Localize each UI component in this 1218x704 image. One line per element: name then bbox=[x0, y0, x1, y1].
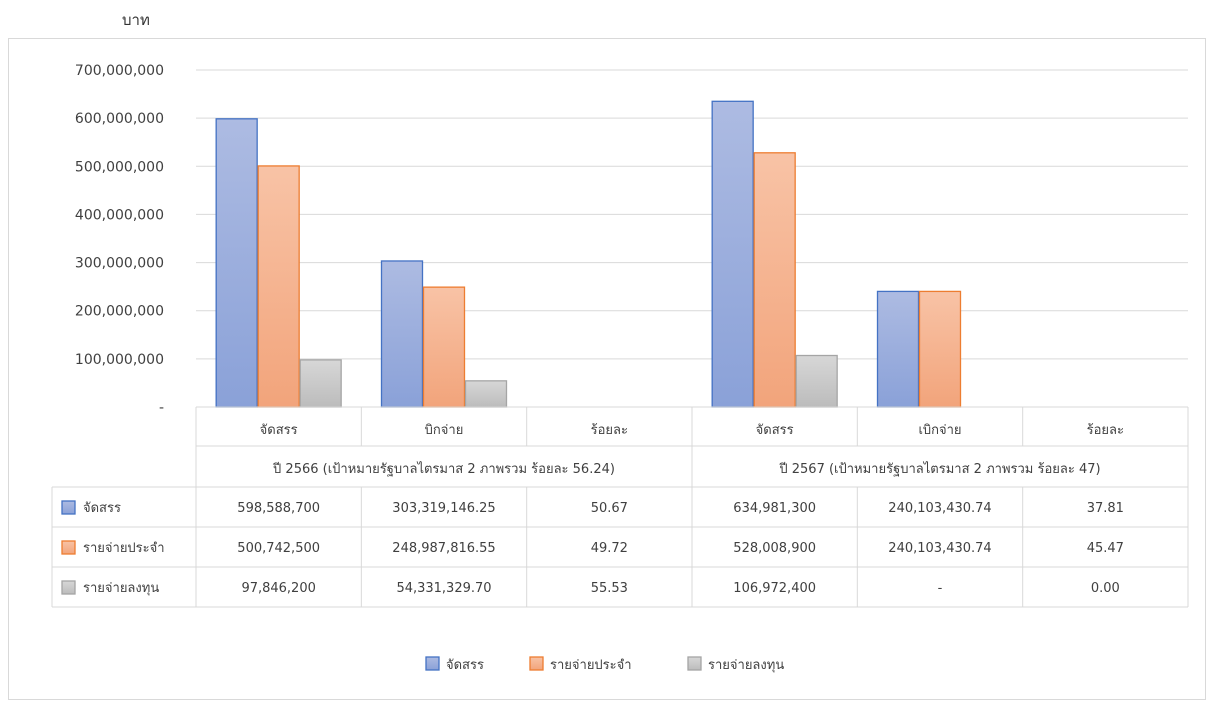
data-value-label: 303,319,146.25 bbox=[392, 501, 495, 516]
x-category-label: ร้อยละ bbox=[1087, 423, 1124, 438]
data-value-label: 54,331,329.70 bbox=[396, 581, 491, 596]
data-value-label: 55.53 bbox=[591, 581, 628, 596]
bar bbox=[876, 290, 920, 408]
bar bbox=[422, 286, 466, 408]
data-value-label: 634,981,300 bbox=[733, 501, 816, 516]
data-value-label: 500,742,500 bbox=[237, 541, 320, 556]
y-tick-label: - bbox=[159, 400, 164, 416]
data-value-label: 0.00 bbox=[1091, 581, 1120, 596]
x-category-label: เบิกจ่าย bbox=[918, 423, 961, 438]
y-tick-label: 600,000,000 bbox=[75, 111, 164, 127]
data-value-label: 45.47 bbox=[1087, 541, 1124, 556]
x-category-label: ร้อยละ bbox=[591, 423, 628, 438]
legend-swatch bbox=[529, 656, 544, 671]
data-value-label: 106,972,400 bbox=[733, 581, 816, 596]
bar bbox=[464, 380, 508, 408]
y-tick-label: 500,000,000 bbox=[75, 159, 164, 175]
table-series-name: จัดสรร bbox=[83, 501, 121, 516]
table-series-name: รายจ่ายประจำ bbox=[83, 541, 165, 556]
legend-swatch bbox=[425, 656, 440, 671]
data-value-label: 97,846,200 bbox=[241, 581, 315, 596]
data-value-label: 50.67 bbox=[591, 501, 628, 516]
x-category-label: บิกจ่าย bbox=[425, 423, 464, 438]
legend-label: รายจ่ายลงทุน bbox=[708, 658, 784, 673]
bar bbox=[711, 100, 754, 408]
data-value-label: 240,103,430.74 bbox=[888, 541, 991, 556]
data-value-label: 528,008,900 bbox=[733, 541, 816, 556]
data-value-label: 598,588,700 bbox=[237, 501, 320, 516]
y-tick-label: 300,000,000 bbox=[75, 256, 164, 272]
y-tick-label: 100,000,000 bbox=[75, 352, 164, 368]
table-legend-key bbox=[61, 540, 76, 555]
bar bbox=[215, 118, 258, 408]
y-tick-label: 200,000,000 bbox=[75, 304, 164, 320]
x-category-label: จัดสรร bbox=[756, 423, 794, 438]
bar bbox=[257, 165, 300, 408]
table-series-name: รายจ่ายลงทุน bbox=[83, 581, 159, 596]
legend-swatch bbox=[687, 656, 702, 671]
table-legend-key bbox=[61, 500, 76, 515]
bar bbox=[380, 260, 424, 408]
x-group-label: ปี 2566 (เป้าหมายรัฐบาลไตรมาส 2 ภาพรวม ร… bbox=[272, 461, 615, 477]
bar bbox=[918, 290, 962, 408]
y-axis-unit-label: บาท bbox=[122, 11, 150, 29]
legend-label: รายจ่ายประจำ bbox=[550, 658, 632, 673]
legend-label: จัดสรร bbox=[446, 658, 484, 673]
table-legend-key bbox=[61, 580, 76, 595]
data-value-label: 49.72 bbox=[591, 541, 628, 556]
bar bbox=[795, 354, 838, 408]
data-value-label: 240,103,430.74 bbox=[888, 501, 991, 516]
data-value-label: - bbox=[938, 581, 943, 596]
y-tick-label: 700,000,000 bbox=[75, 63, 164, 79]
x-category-label: จัดสรร bbox=[260, 423, 298, 438]
x-group-label: ปี 2567 (เป้าหมายรัฐบาลไตรมาส 2 ภาพรวม ร… bbox=[778, 461, 1100, 477]
bar bbox=[753, 152, 796, 408]
y-tick-label: 400,000,000 bbox=[75, 207, 164, 223]
data-value-label: 248,987,816.55 bbox=[392, 541, 495, 556]
chart-frame bbox=[8, 38, 1206, 700]
data-value-label: 37.81 bbox=[1087, 501, 1124, 516]
bar bbox=[299, 359, 342, 408]
